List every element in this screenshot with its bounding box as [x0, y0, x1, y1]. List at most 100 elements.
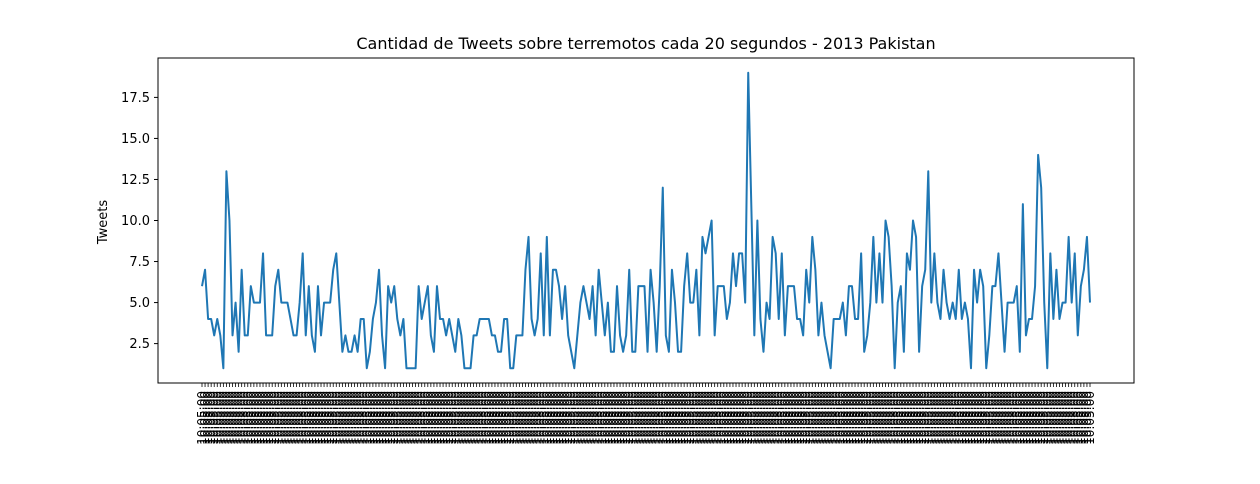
x-tick-label: 10:05:00 [967, 391, 981, 445]
x-tick-label: 10:05:00 [1074, 391, 1088, 445]
x-tick-label: 10:05:00 [320, 391, 334, 445]
x-tick-label: 10:05:00 [796, 391, 810, 445]
x-tick-label: 10:05:00 [793, 391, 807, 445]
x-tick-label: 10:05:00 [341, 391, 355, 445]
x-tick-label: 10:05:00 [204, 391, 218, 445]
x-tick-label: 10:05:00 [875, 391, 889, 445]
x-tick-label: 10:05:00 [442, 391, 456, 445]
x-tick-label: 10:05:00 [268, 391, 282, 445]
x-tick-label: 10:05:00 [427, 391, 441, 445]
x-tick-label: 10:05:00 [906, 391, 920, 445]
x-tick-label: 10:05:00 [747, 391, 761, 445]
x-tick-label: 10:05:00 [851, 391, 865, 445]
x-tick-label: 10:05:00 [250, 391, 264, 445]
y-tick-label: 5.0 [129, 296, 150, 311]
x-tick-label: 10:05:00 [586, 391, 600, 445]
x-tick-label: 10:05:00 [274, 391, 288, 445]
x-tick-label: 10:05:00 [262, 391, 276, 445]
x-tick-label: 10:05:00 [366, 391, 380, 445]
x-tick-label: 10:05:00 [1025, 391, 1039, 445]
x-tick-label: 10:05:00 [787, 391, 801, 445]
x-tick-label: 10:05:00 [808, 391, 822, 445]
x-tick-label: 10:05:00 [201, 391, 215, 445]
x-tick-label: 10:05:00 [973, 391, 987, 445]
x-tick-label: 10:05:00 [454, 391, 468, 445]
x-tick-label: 10:05:00 [348, 391, 362, 445]
x-tick-label: 10:05:00 [232, 391, 246, 445]
x-tick-label: 10:05:00 [628, 391, 642, 445]
x-tick-label: 10:05:00 [467, 391, 481, 445]
x-tick-label: 10:05:00 [238, 391, 252, 445]
x-tick-label: 10:05:00 [827, 391, 841, 445]
x-tick-label: 10:05:00 [811, 391, 825, 445]
x-tick-label: 10:05:00 [213, 391, 227, 445]
y-tick-label: 2.5 [129, 337, 150, 352]
x-tick-label: 10:05:00 [1065, 391, 1079, 445]
x-tick-label: 10:05:00 [561, 391, 575, 445]
x-tick-label: 10:05:00 [522, 391, 536, 445]
x-tick-label: 10:05:00 [705, 391, 719, 445]
x-tick-label: 10:05:00 [1052, 391, 1066, 445]
x-tick-label: 10:05:00 [830, 391, 844, 445]
x-tick-label: 10:05:00 [1037, 391, 1051, 445]
x-tick-label: 10:05:00 [921, 391, 935, 445]
x-tick-label: 10:05:00 [863, 391, 877, 445]
x-tick-label: 10:05:00 [375, 391, 389, 445]
x-tick-label: 10:05:00 [708, 391, 722, 445]
x-tick-label: 10:05:00 [824, 391, 838, 445]
x-tick-label: 10:05:00 [485, 391, 499, 445]
x-tick-label: 10:05:00 [509, 391, 523, 445]
x-tick-label: 10:05:00 [512, 391, 526, 445]
x-tick-label: 10:05:00 [399, 391, 413, 445]
x-tick-label: 10:05:00 [735, 391, 749, 445]
x-tick-label: 10:05:00 [1004, 391, 1018, 445]
x-tick-label: 10:05:00 [915, 391, 929, 445]
x-tick-label: 10:05:00 [933, 391, 947, 445]
x-tick-label: 10:05:00 [430, 391, 444, 445]
x-tick-label: 10:05:00 [372, 391, 386, 445]
x-tick-label: 10:05:00 [308, 391, 322, 445]
x-tick-label: 10:05:00 [659, 391, 673, 445]
x-tick-label: 10:05:00 [912, 391, 926, 445]
x-tick-label: 10:05:00 [1016, 391, 1030, 445]
x-tick-label: 10:05:00 [293, 391, 307, 445]
x-tick-label: 10:05:00 [549, 391, 563, 445]
x-tick-label: 10:05:00 [506, 391, 520, 445]
x-tick-label: 10:05:00 [195, 391, 209, 445]
x-tick-label: 10:05:00 [579, 391, 593, 445]
x-tick-label: 10:05:00 [1028, 391, 1042, 445]
x-tick-label: 10:05:00 [686, 391, 700, 445]
x-tick-label: 10:05:00 [381, 391, 395, 445]
x-tick-label: 10:05:00 [354, 391, 368, 445]
x-tick-label: 10:05:00 [836, 391, 850, 445]
x-tick-label: 10:05:00 [955, 391, 969, 445]
x-tick-label: 10:05:00 [552, 391, 566, 445]
x-tick-label: 10:05:00 [555, 391, 569, 445]
x-tick-label: 10:05:00 [814, 391, 828, 445]
x-tick-label: 10:05:00 [1077, 391, 1091, 445]
x-tick-label: 10:05:00 [1001, 391, 1015, 445]
x-tick-label: 10:05:00 [741, 391, 755, 445]
x-tick-label: 10:05:00 [891, 391, 905, 445]
x-tick-label: 10:05:00 [1062, 391, 1076, 445]
x-tick-label: 10:05:00 [946, 391, 960, 445]
x-tick-label: 10:05:00 [729, 391, 743, 445]
x-tick-label: 10:05:00 [998, 391, 1012, 445]
x-tick-label: 10:05:00 [738, 391, 752, 445]
x-tick-label: 10:05:00 [775, 391, 789, 445]
x-tick-label: 10:05:00 [357, 391, 371, 445]
x-tick-label: 10:05:00 [241, 391, 255, 445]
x-tick-label: 10:05:00 [1040, 391, 1054, 445]
x-tick-label: 10:05:00 [528, 391, 542, 445]
x-tick-label: 10:05:00 [592, 391, 606, 445]
x-tick-label: 10:05:00 [1083, 391, 1097, 445]
x-tick-label: 10:05:00 [296, 391, 310, 445]
x-tick-label: 10:05:00 [317, 391, 331, 445]
x-tick-label: 10:05:00 [622, 391, 636, 445]
x-tick-label: 10:05:00 [952, 391, 966, 445]
x-tick-label: 10:05:00 [1059, 391, 1073, 445]
x-tick-label: 10:05:00 [616, 391, 630, 445]
x-tick-label: 10:05:00 [457, 391, 471, 445]
x-tick-label: 10:05:00 [595, 391, 609, 445]
